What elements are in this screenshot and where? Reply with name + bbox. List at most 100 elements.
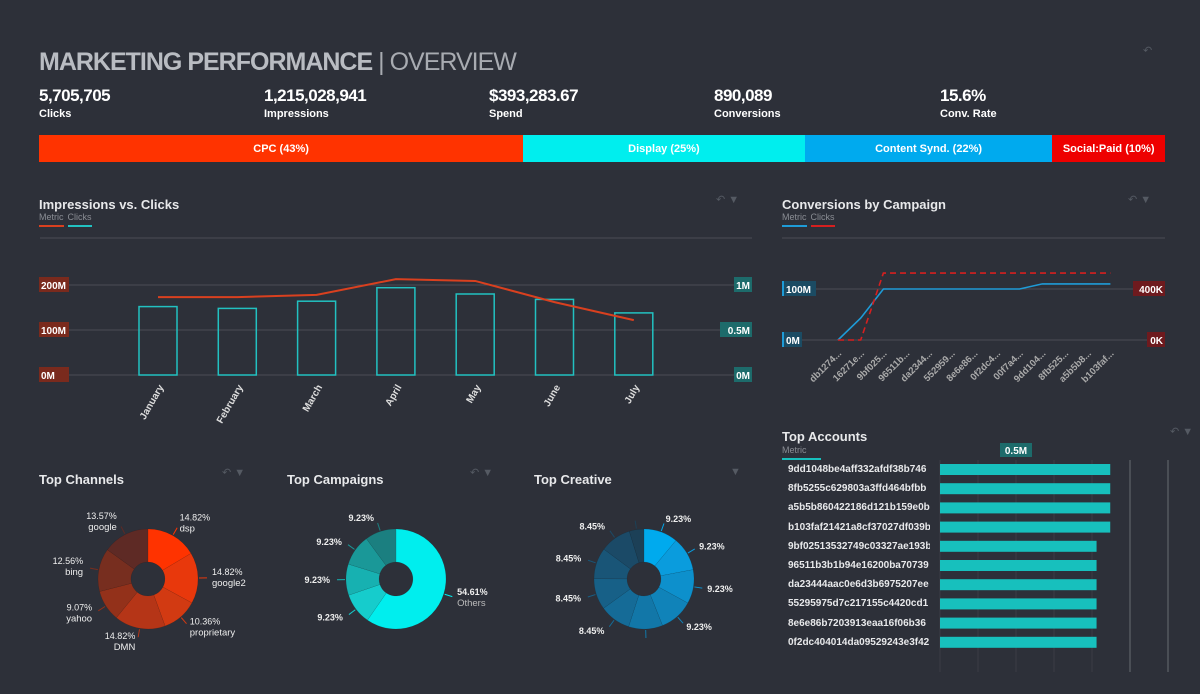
clicks-bar	[217, 307, 258, 376]
x-tick-label: July	[623, 383, 643, 406]
leader-line	[180, 617, 187, 625]
pie-slice	[97, 549, 135, 592]
leader-line	[687, 548, 696, 554]
filter-icon[interactable]: ▼	[1140, 194, 1152, 206]
right-tick-bg	[1147, 332, 1165, 347]
legend-metric: Metric	[782, 212, 807, 227]
account-label[interactable]: b103faf21421a8cf37027df039b	[788, 521, 930, 533]
slice-percent: 14.82%	[180, 512, 211, 522]
leader-line	[348, 609, 356, 615]
undo-icon[interactable]: ↶	[1170, 426, 1180, 438]
chart-tools: ↶ ▼	[1170, 425, 1193, 438]
pie-slice	[367, 528, 447, 630]
leader-line	[660, 523, 665, 532]
kpi-conversions: 890,089 Conversions	[714, 86, 781, 120]
account-label[interactable]: 96511b3b1b94e16200ba70739	[788, 560, 929, 571]
leader-line	[137, 629, 140, 638]
channel-segment[interactable]: CPC (43%)	[39, 135, 524, 162]
right-tick-label: 0K	[1150, 336, 1164, 347]
account-bar	[940, 560, 1097, 571]
chart-tools: ↶ ▼	[470, 466, 493, 479]
account-label[interactable]: 0f2dc404014da09529243e3f42	[788, 636, 930, 648]
left-tick-accent	[782, 281, 784, 296]
account-label[interactable]: 9bf02513532749c03327ae193b	[788, 540, 930, 552]
kpi-spend: $393,283.67 Spend	[489, 86, 579, 120]
slice-percent: 9.23%	[317, 613, 343, 623]
clicks-bar	[455, 293, 495, 376]
tick-label: 0.5M	[1005, 446, 1027, 457]
right-tick-label: 400K	[1139, 285, 1164, 296]
top-accounts-legend: Metric	[782, 445, 825, 460]
slice-percent: 8.45%	[579, 626, 605, 636]
undo-icon[interactable]: ↶	[1128, 194, 1138, 206]
top-creative-title: Top Creative	[534, 472, 612, 487]
left-tick-label: 200M	[41, 281, 66, 292]
donut-charts: 14.82%dsp14.82%google210.36%proprietary1…	[53, 511, 733, 650]
account-label[interactable]: da23444aac0e6d3b6975207ee	[788, 579, 929, 591]
clicks-line	[838, 272, 1111, 341]
left-tick-label: 0M	[786, 336, 800, 347]
metric-line	[158, 278, 635, 322]
slice-percent: 9.23%	[304, 575, 330, 585]
kpi-label: Spend	[489, 108, 523, 120]
pie-slice	[153, 586, 193, 627]
slice-label: google2	[212, 578, 246, 589]
leader-line	[444, 593, 453, 598]
filter-icon[interactable]: ▼	[728, 194, 740, 206]
kpi-value: $393,283.67	[489, 86, 579, 105]
back-icon[interactable]: ↶	[1143, 45, 1153, 57]
slice-percent: 12.56%	[53, 556, 84, 566]
undo-icon[interactable]: ↶	[470, 467, 480, 479]
account-label[interactable]: 55295975d7c217155c4420cd1	[788, 598, 929, 610]
right-tick-label: 1M	[736, 281, 750, 292]
account-label[interactable]: a5b5b860422186d121b159e0b	[788, 502, 930, 514]
leader-line	[120, 526, 126, 534]
right-tick-label: 0M	[736, 371, 750, 382]
slice-percent: 14.82%	[105, 631, 136, 641]
slice-percent: 8.45%	[556, 594, 582, 604]
leader-line	[634, 520, 637, 529]
top-campaigns-title: Top Campaigns	[287, 472, 384, 487]
kpi-value: 1,215,028,941	[264, 86, 367, 105]
legend-clicks: Clicks	[67, 212, 92, 227]
leader-line	[677, 616, 684, 624]
top-accounts-title: Top Accounts	[782, 429, 868, 444]
undo-icon[interactable]: ↶	[716, 194, 726, 206]
slice-percent: 8.45%	[580, 522, 606, 532]
kpi-value: 15.6%	[940, 86, 986, 105]
account-label[interactable]: 8e6e86b7203913eaa16f06b36	[788, 617, 926, 629]
filter-icon[interactable]: ▼	[482, 467, 494, 479]
top-accounts-chart: 0.5M	[939, 443, 1169, 672]
leader-line	[347, 544, 355, 550]
filter-icon[interactable]: ▼	[1182, 426, 1194, 438]
account-bar	[940, 464, 1111, 475]
account-bar	[940, 483, 1111, 495]
filter-icon[interactable]: ▼	[730, 466, 741, 478]
legend-metric: Metric	[39, 212, 64, 227]
leader-line	[377, 522, 381, 531]
channel-segment[interactable]: Social:Paid (10%)	[1052, 135, 1165, 162]
tick-bg	[1000, 443, 1032, 457]
account-label[interactable]: 8fb5255c629803a3ffd464bfbb	[788, 483, 927, 495]
legend-clicks: Clicks	[810, 212, 835, 227]
x-tick-label: January	[138, 383, 167, 422]
slice-percent: 54.61%	[457, 587, 488, 597]
account-bar	[940, 502, 1111, 514]
kpi-label: Impressions	[264, 108, 329, 120]
leader-line	[608, 619, 615, 628]
channel-segment[interactable]: Content Synd. (22%)	[804, 135, 1053, 162]
undo-icon[interactable]: ↶	[222, 467, 232, 479]
account-bar	[940, 579, 1097, 591]
clicks-bar	[614, 312, 654, 376]
left-tick-bg	[782, 332, 802, 347]
right-tick-bg	[720, 322, 752, 337]
slice-percent: 9.23%	[699, 541, 725, 551]
impressions-legend: Metric Clicks	[39, 212, 96, 227]
kpi-label: Conversions	[714, 108, 781, 120]
channel-segment[interactable]: Display (25%)	[523, 135, 805, 162]
x-tick-label: May	[465, 383, 484, 406]
account-label[interactable]: 9dd1048be4aff332afdf38b746	[788, 464, 927, 475]
slice-percent: 9.23%	[707, 584, 733, 594]
slice-label: Others	[457, 598, 486, 609]
filter-icon[interactable]: ▼	[234, 467, 246, 479]
